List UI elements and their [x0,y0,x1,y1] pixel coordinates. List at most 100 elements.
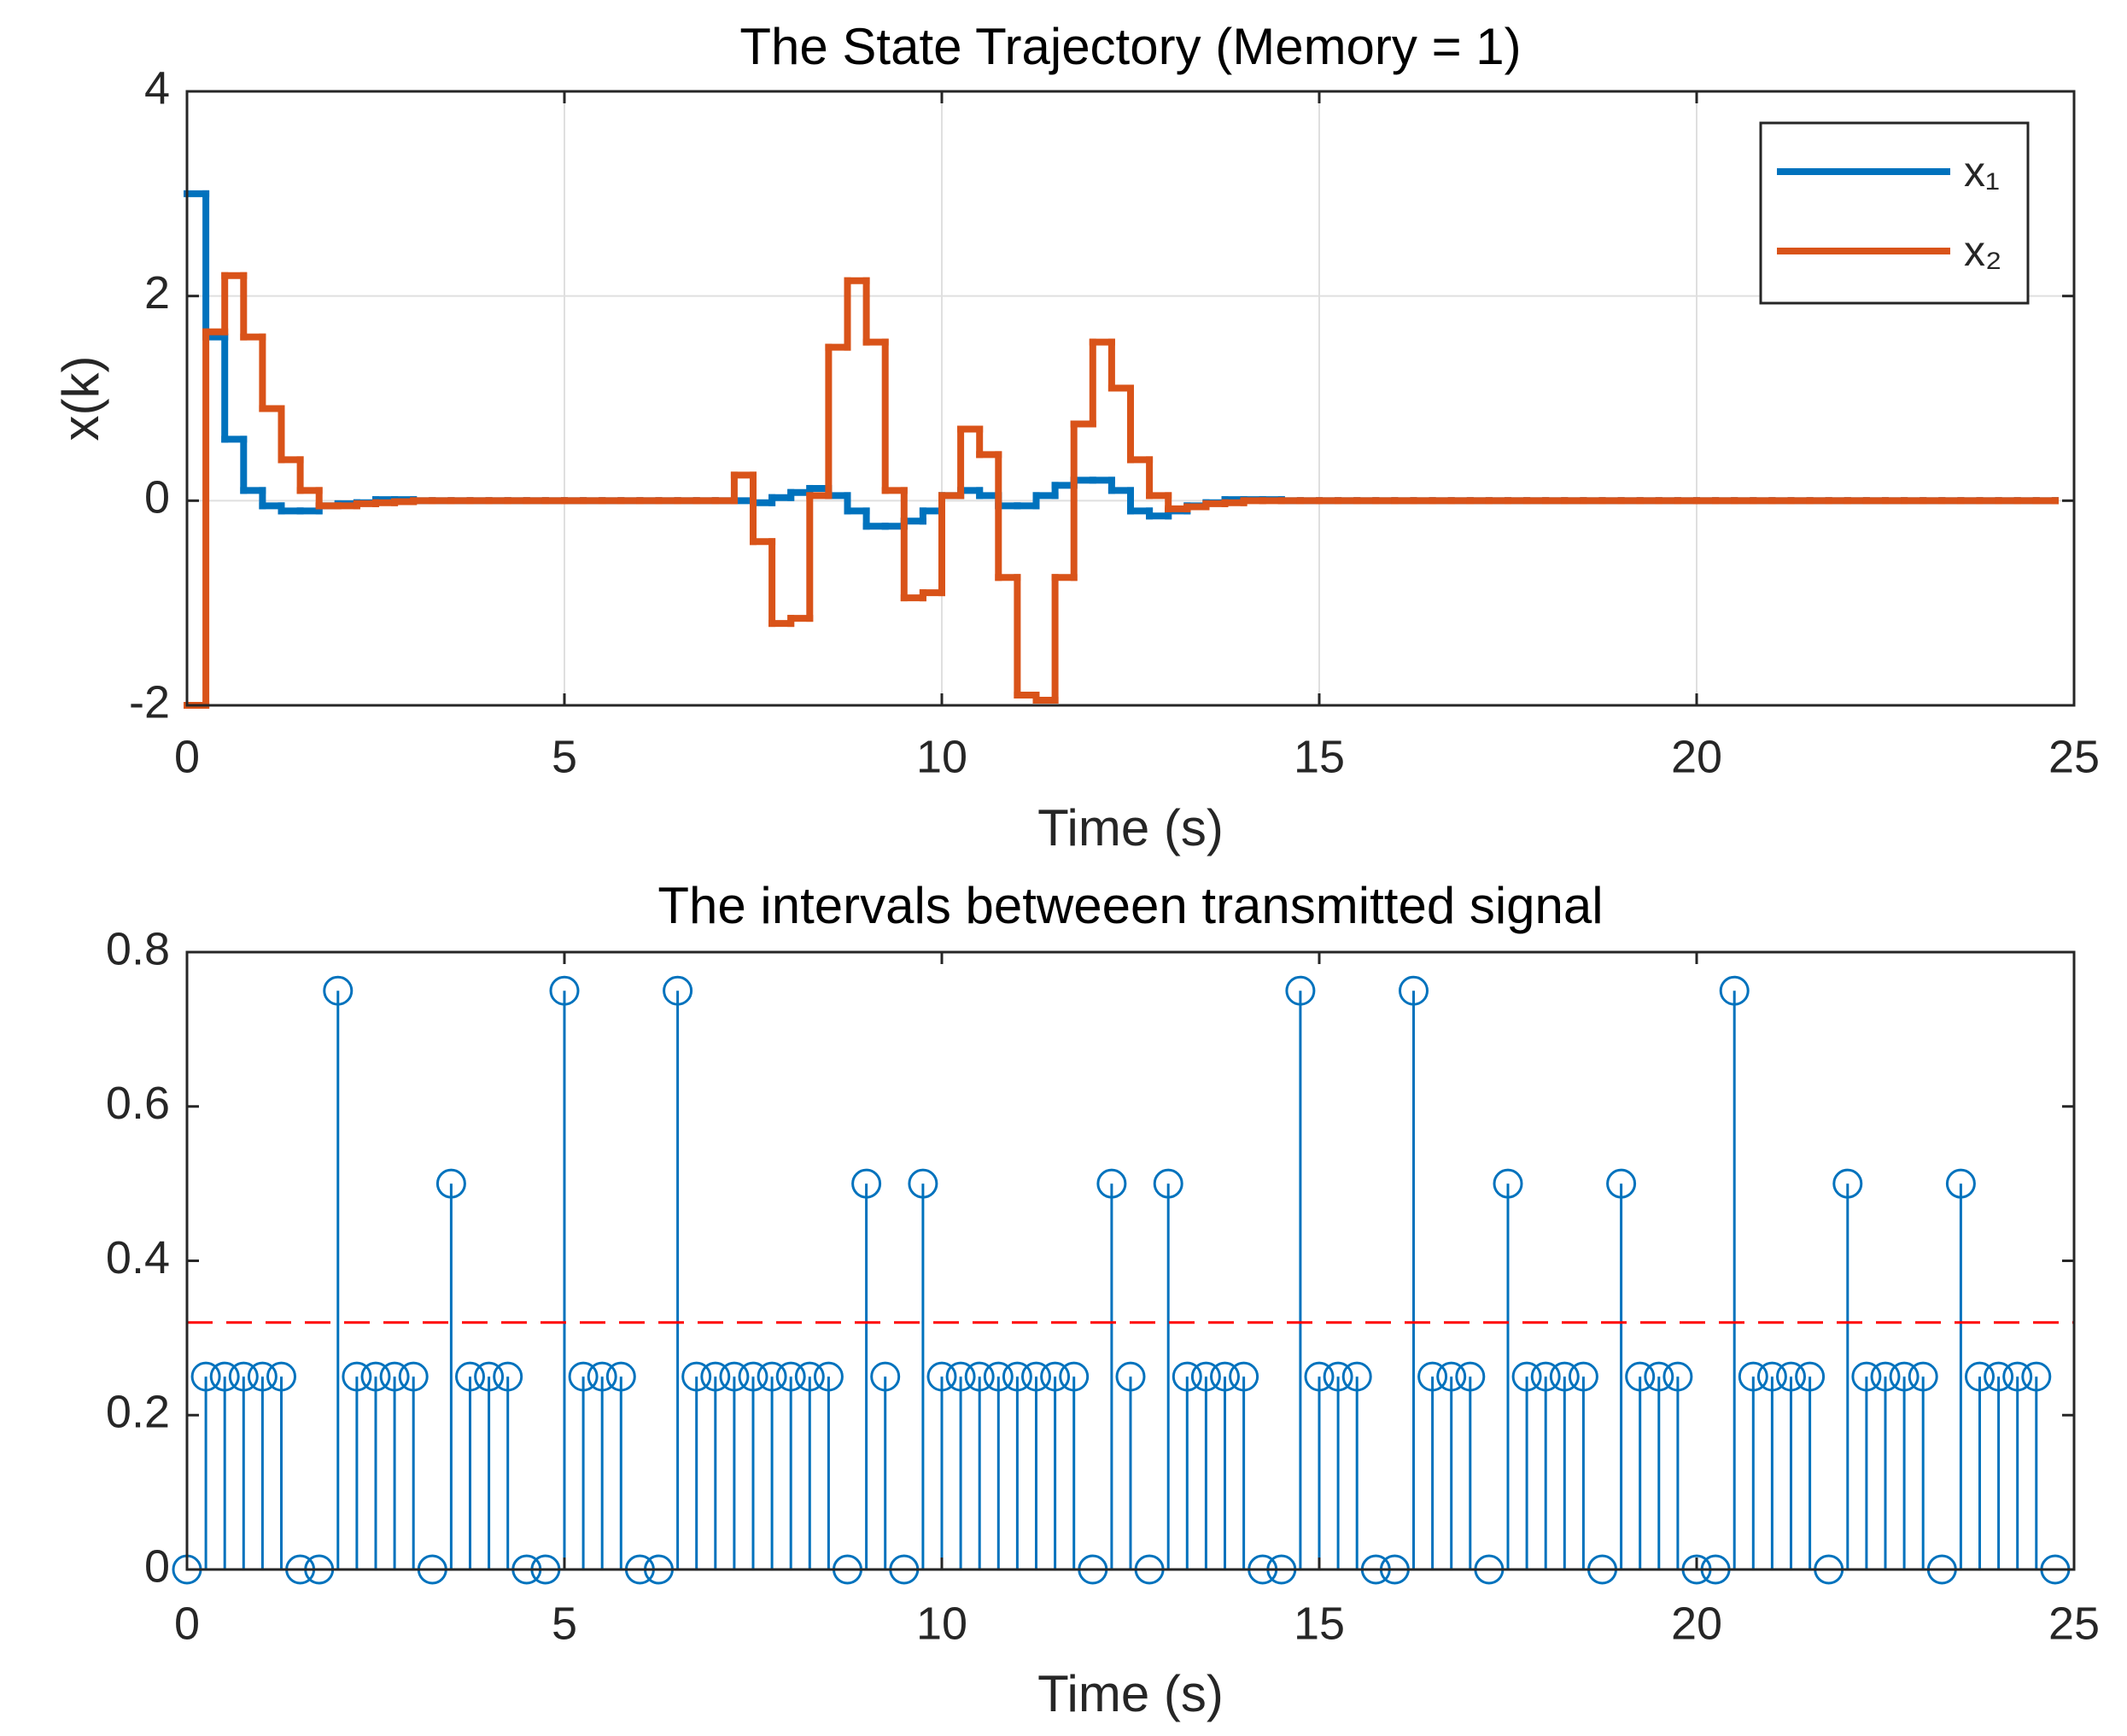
stem-marker [435,1168,466,1199]
y-tick-label: 0.6 [106,1078,170,1129]
stem-marker [1832,1168,1863,1199]
y-tick-label: 0.2 [106,1387,170,1438]
y-axis-label: x(k) [52,356,109,441]
stem-marker [493,1361,523,1392]
x-tick-label: 5 [552,731,577,782]
y-tick-label: 0 [144,472,170,523]
stem-marker [1021,1361,1051,1392]
stem-marker [568,1361,599,1392]
stem-marker [1399,975,1429,1006]
stem-marker [719,1361,750,1392]
stem-marker [605,1361,636,1392]
stem-marker [1625,1361,1656,1392]
stem-marker [1190,1361,1221,1392]
y-tick-label: 2 [144,267,170,319]
stem-marker [700,1361,731,1392]
stem-marker [1493,1168,1523,1199]
stem-marker [738,1361,768,1392]
y-tick-label: -2 [129,676,170,728]
x-tick-label: 20 [1671,1598,1722,1649]
stem-marker [775,1361,806,1392]
stem-marker [926,1361,957,1392]
stem-marker [1511,1361,1542,1392]
stem-marker [587,1361,617,1392]
series [184,272,2059,709]
x-tick-label: 10 [916,731,967,782]
stem-marker [1040,1361,1071,1392]
x-tick-label: 10 [916,1598,967,1649]
stem-marker [1210,1361,1240,1392]
stem-marker [1115,1361,1146,1392]
stem-marker [1945,1168,1976,1199]
legend-box [1759,121,2030,305]
x-tick-label: 25 [2048,1598,2100,1649]
stem-marker [983,1361,1014,1392]
stem-marker [1153,1168,1183,1199]
stem-marker [1549,1361,1580,1392]
stem-marker [379,1361,410,1392]
x-axis-label: Time (s) [1037,1665,1224,1722]
stem-marker [1285,975,1316,1006]
stem-marker [1719,975,1750,1006]
stem-marker [1002,1361,1032,1392]
x-tick-label: 0 [174,731,200,782]
stem-marker [945,1361,976,1392]
stem-marker [681,1361,712,1392]
stem-marker [190,1361,221,1392]
stem-marker [209,1361,240,1392]
stem-marker [1889,1361,1920,1392]
stem-marker [663,975,693,1006]
stem-marker [360,1361,391,1392]
stem-marker [1417,1361,1448,1392]
stem-marker [1304,1361,1335,1392]
x-tick-label: 15 [1294,731,1345,782]
stem-marker [757,1361,787,1392]
y-tick-label: 0 [144,1540,170,1592]
x-tick-label: 5 [552,1598,577,1649]
axes-box [185,90,2076,707]
y-tick-label: 0.4 [106,1232,170,1283]
stem-marker [2002,1361,2033,1392]
stem-marker [1606,1168,1637,1199]
stem-marker [1436,1361,1467,1392]
legend-label: x₁ [1964,148,2000,196]
stem-marker [908,1168,938,1199]
stem-marker [1096,1168,1127,1199]
x-tick-label: 20 [1671,731,1722,782]
stem-marker [1530,1361,1561,1392]
stem-marker [398,1361,429,1392]
stem-marker [1851,1361,1882,1392]
x-tick-label: 15 [1294,1598,1345,1649]
stem-marker [1965,1361,1995,1392]
chart-title: The State Trajectory (Memory = 1) [739,18,1521,75]
stem-marker [1738,1361,1768,1392]
stem-marker [549,975,580,1006]
stem-marker [813,1361,844,1392]
stem-marker [964,1361,995,1392]
stem-marker [1568,1361,1598,1392]
stem-marker [1795,1361,1826,1392]
stem-marker [851,1168,882,1199]
stem-marker [266,1361,296,1392]
stem-marker [1323,1361,1353,1392]
stem-marker [1644,1361,1674,1392]
stem-marker [1776,1361,1806,1392]
stem-marker [1756,1361,1787,1392]
stem-marker [1059,1361,1090,1392]
x-axis-label: Time (s) [1037,799,1224,856]
y-tick-label: 4 [144,62,170,114]
stem-marker [2021,1361,2052,1392]
stem-marker [794,1361,825,1392]
stem-marker [1662,1361,1693,1392]
stem-marker [1908,1361,1938,1392]
stem-marker [1341,1361,1372,1392]
stem-marker [323,975,354,1006]
stem-marker [1455,1361,1486,1392]
x-tick-label: 0 [174,1598,200,1649]
stem-marker [342,1361,372,1392]
chart-title: The intervals betweeen transmitted signa… [657,877,1603,934]
stem-marker [1870,1361,1901,1392]
legend-label: x₂ [1964,227,2001,275]
stem-marker [1229,1361,1259,1392]
